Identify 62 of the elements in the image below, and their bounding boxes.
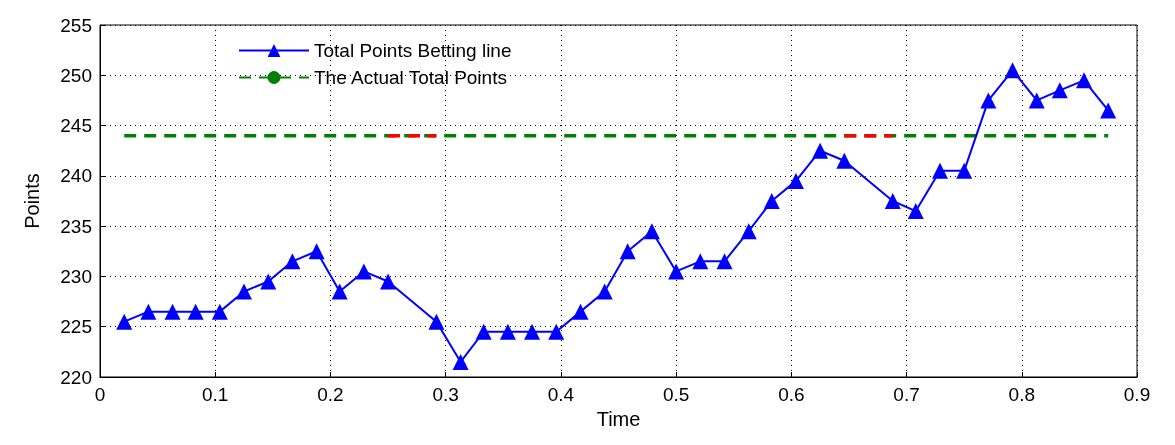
x-tick-label: 0.8 [1008, 384, 1035, 405]
point [836, 152, 853, 169]
x-tick-label: 0.3 [432, 384, 459, 405]
point [236, 283, 253, 300]
point [692, 253, 709, 270]
y-tick-label: 250 [60, 64, 92, 86]
x-tick-label: 0.6 [778, 384, 805, 405]
point [787, 172, 804, 189]
point [596, 283, 613, 300]
point [260, 273, 277, 290]
y-tick-label: 245 [60, 115, 92, 137]
point [1004, 62, 1021, 79]
point [187, 303, 204, 320]
point [572, 303, 589, 320]
point [980, 92, 997, 109]
point [380, 273, 397, 290]
point [668, 263, 685, 280]
legend-label: The Actual Total Points [314, 67, 507, 88]
y-tick-label: 240 [60, 165, 92, 187]
point [1051, 82, 1068, 99]
point [643, 223, 660, 240]
point [164, 303, 181, 320]
point [140, 303, 157, 320]
point [475, 323, 492, 340]
point [956, 162, 973, 179]
point [907, 203, 924, 220]
point [1100, 102, 1117, 119]
point [619, 243, 636, 260]
x-tick-label: 0.1 [202, 384, 229, 405]
x-axis-title: Time [596, 408, 641, 430]
y-tick-label: 235 [60, 215, 92, 237]
point [812, 142, 829, 159]
y-tick-label: 225 [60, 316, 92, 338]
y-tick-label: 230 [60, 265, 92, 287]
point [308, 243, 325, 260]
x-tick-label: 0.4 [547, 384, 575, 405]
point [548, 323, 565, 340]
point [428, 313, 445, 330]
y-tick-label: 255 [60, 14, 92, 36]
point [716, 253, 733, 270]
point [452, 353, 469, 370]
x-tick-label: 0.2 [317, 384, 344, 405]
point [1076, 72, 1092, 89]
point [211, 303, 228, 320]
point [740, 223, 757, 240]
x-tick-label: 0.5 [662, 384, 690, 405]
point [931, 162, 948, 179]
x-tick-label: 0 [94, 384, 106, 405]
point [524, 323, 541, 340]
legend-label: Total Points Betting line [314, 40, 512, 61]
point [284, 253, 301, 270]
y-axis-title: Points [21, 173, 43, 229]
x-tick-label: 0.7 [893, 384, 920, 405]
point [355, 263, 372, 280]
point [331, 283, 348, 300]
point [116, 313, 133, 330]
point [1028, 92, 1045, 109]
y-tick-label: 220 [60, 366, 92, 388]
x-tick-label: 0.9 [1123, 384, 1151, 405]
point [499, 323, 516, 340]
point [884, 193, 901, 209]
point [763, 193, 780, 209]
